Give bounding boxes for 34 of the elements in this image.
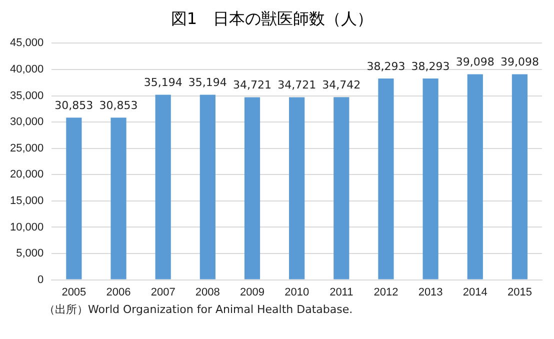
chart-title: 図1 日本の獣医師数（人） [170,8,374,28]
y-tick-label: 40,000 [10,64,44,76]
y-tick-label: 25,000 [10,142,44,154]
x-tick-label: 2005 [62,286,86,298]
x-tick-label: 2009 [240,286,264,298]
data-label: 35,194 [144,76,182,90]
y-tick-label: 30,000 [10,116,44,128]
x-tick-label: 2015 [507,286,532,298]
y-tick-label: 45,000 [10,37,44,50]
y-tick-label: 20,000 [10,168,44,181]
data-label: 35,194 [188,76,227,90]
data-label: 34,721 [278,78,316,92]
x-tick-label: 2012 [374,286,398,298]
data-label: 39,098 [456,56,494,69]
data-label: 30,853 [54,98,94,112]
x-tick-label: 2011 [330,286,354,298]
y-tick-label: 35,000 [10,90,44,102]
x-tick-label: 2010 [284,286,310,298]
x-tick-label: 2014 [462,286,488,298]
data-label: 30,853 [99,98,138,112]
x-tick-label: 2013 [418,286,443,298]
y-tick-label: 0 [38,274,44,286]
x-tick-label: 2008 [195,286,220,298]
data-label: 34,721 [232,78,272,92]
y-tick-label: 5,000 [16,248,44,260]
data-label: 38,293 [411,60,450,73]
y-tick-label: 15,000 [10,194,44,207]
x-tick-label: 2006 [106,286,131,298]
data-label: 39,098 [500,56,539,69]
x-tick-label: 2007 [150,286,176,298]
y-tick-label: 10,000 [10,221,44,234]
text: （出所）World Organization for Animal Health Database. [44,302,353,317]
data-label: 38,293 [366,60,406,73]
data-label: 34,742 [322,78,361,92]
